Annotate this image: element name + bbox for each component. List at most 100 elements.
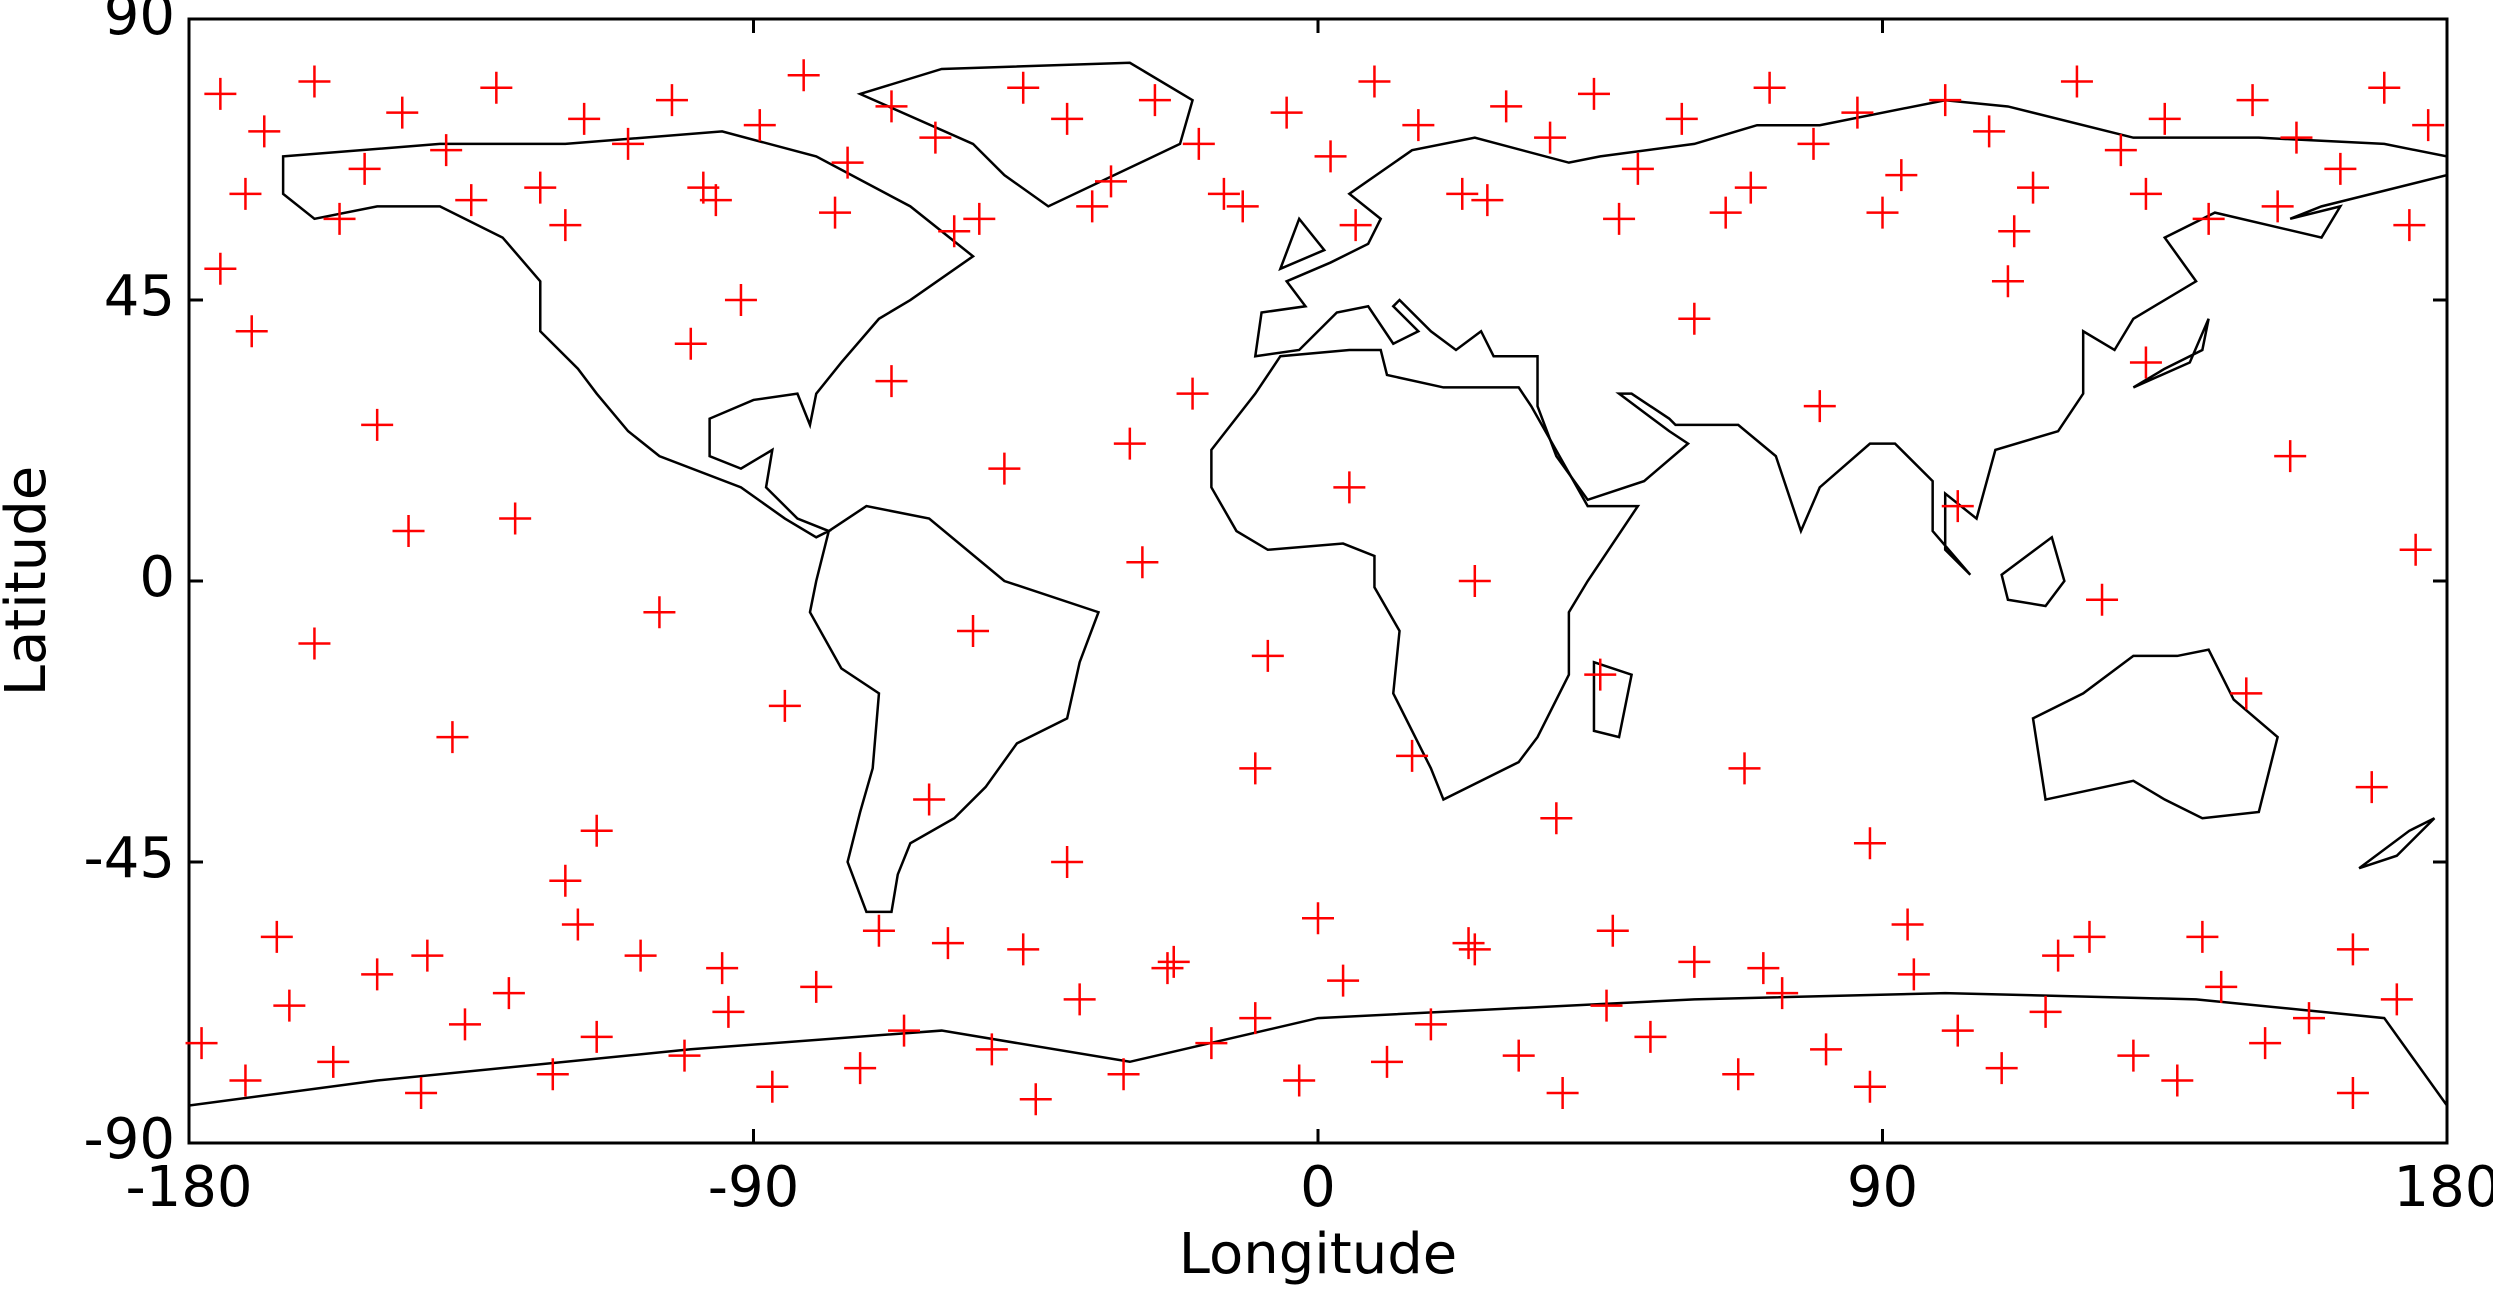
point: [1941, 490, 1974, 523]
point: [2117, 1039, 2150, 1072]
point: [1941, 1014, 1974, 1047]
point: [2129, 177, 2162, 210]
point: [800, 970, 833, 1003]
point: [2336, 933, 2369, 966]
point: [386, 96, 419, 129]
point: [1314, 140, 1347, 173]
point: [1540, 802, 1573, 835]
point: [1182, 127, 1215, 160]
point: [1157, 945, 1190, 978]
point: [1747, 952, 1780, 985]
point: [568, 102, 601, 135]
point: [1446, 177, 1479, 210]
point: [1095, 165, 1128, 198]
point: [712, 995, 745, 1028]
point: [1358, 65, 1391, 98]
point: [1734, 171, 1767, 204]
point: [844, 1052, 877, 1085]
y-tick-label: 90: [104, 0, 175, 48]
point: [1126, 546, 1159, 579]
point: [492, 977, 525, 1010]
y-tick-label: 45: [104, 264, 175, 329]
point: [2042, 939, 2075, 972]
point: [549, 864, 582, 897]
point: [2205, 970, 2238, 1003]
point: [1891, 908, 1924, 941]
point: [2073, 920, 2106, 953]
point: [1998, 215, 2031, 248]
point: [624, 939, 657, 972]
y-tick-label: -90: [84, 1107, 175, 1172]
point: [1176, 377, 1209, 410]
point: [1138, 84, 1171, 117]
point: [2393, 209, 2426, 242]
point: [405, 1077, 438, 1110]
point: [706, 952, 739, 985]
point: [1728, 752, 1761, 785]
point: [2380, 983, 2413, 1016]
point: [1534, 121, 1567, 154]
point: [430, 134, 463, 167]
point: [1113, 427, 1146, 460]
point: [2355, 771, 2388, 804]
point: [499, 502, 532, 535]
point: [1458, 565, 1491, 597]
point: [1841, 96, 1874, 129]
point: [204, 252, 237, 285]
point: [875, 365, 908, 398]
point: [1051, 102, 1084, 135]
point: [298, 627, 331, 660]
point: [260, 920, 293, 953]
point: [1603, 202, 1636, 235]
point: [561, 908, 594, 941]
point: [938, 215, 971, 248]
point: [1226, 190, 1259, 223]
point: [235, 315, 268, 348]
point: [1577, 77, 1610, 110]
point: [1502, 1039, 1535, 1072]
point: [1866, 196, 1899, 229]
point: [1985, 1052, 2018, 1085]
x-tick-label: 0: [1300, 1155, 1336, 1220]
point: [1063, 983, 1096, 1016]
point: [957, 614, 990, 647]
point: [2148, 102, 2181, 135]
point: [1251, 639, 1284, 672]
point: [724, 284, 757, 316]
point: [1327, 964, 1360, 997]
point: [2368, 71, 2401, 104]
point: [1452, 927, 1485, 960]
point: [204, 77, 237, 110]
point: [1019, 1083, 1052, 1116]
y-tick-label: -45: [84, 826, 175, 891]
point: [963, 202, 996, 235]
point: [1302, 902, 1334, 935]
point: [348, 152, 381, 185]
point: [361, 408, 394, 441]
y-axis-label: Latitude: [0, 466, 59, 696]
point: [1810, 1033, 1843, 1066]
point: [1396, 739, 1429, 772]
point: [480, 71, 513, 104]
point: [862, 914, 895, 947]
point: [411, 939, 444, 972]
point: [1634, 1020, 1667, 1053]
point: [1722, 1058, 1755, 1091]
point: [229, 177, 262, 210]
point: [436, 721, 469, 754]
point: [536, 1058, 569, 1091]
x-tick-label: 90: [1847, 1155, 1918, 1220]
point: [455, 184, 488, 217]
point: [273, 989, 306, 1022]
point: [743, 109, 776, 142]
point: [1929, 84, 1962, 117]
point: [2280, 121, 2313, 154]
point: [2261, 190, 2294, 223]
point: [1195, 1027, 1228, 1060]
point: [2249, 1027, 2282, 1060]
point: [2186, 920, 2219, 953]
point: [1973, 115, 2006, 148]
point: [1596, 914, 1629, 947]
